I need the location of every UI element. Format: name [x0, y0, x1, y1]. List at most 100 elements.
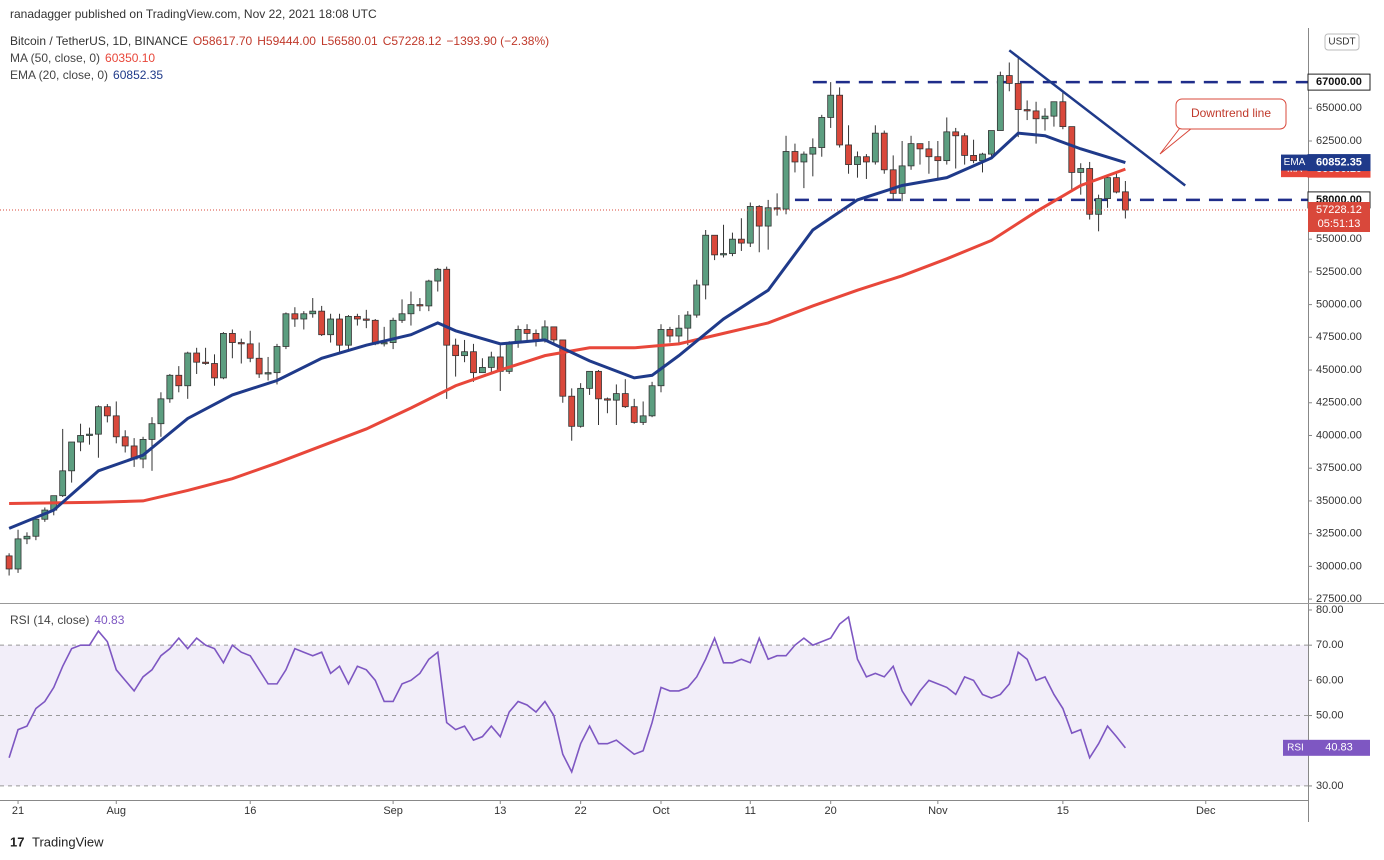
- candle-body: [282, 313, 290, 347]
- candle-body: [193, 352, 201, 363]
- indicator-badge-bg: [1307, 154, 1371, 172]
- indicator-value: 60350.10: [105, 51, 155, 65]
- candle-body: [14, 538, 22, 570]
- candle-body: [345, 315, 352, 346]
- candle-body: [648, 385, 656, 417]
- rsi-tag-bg: [1283, 739, 1308, 756]
- candle-body: [211, 363, 218, 379]
- candle-body: [461, 351, 468, 357]
- candle-body: [157, 398, 165, 425]
- y-tick-label: 50000.00: [1316, 299, 1362, 311]
- candle-body: [782, 151, 790, 210]
- rsi-badge: 40.83: [1325, 742, 1353, 754]
- x-tick-label: 16: [244, 805, 256, 817]
- candle-body: [702, 234, 710, 286]
- candle-body: [353, 315, 361, 320]
- candle-body: [1086, 168, 1094, 215]
- candle-body: [898, 165, 906, 194]
- indicator-badge: 60852.35: [1316, 156, 1362, 168]
- candle-body: [1059, 101, 1067, 128]
- y-tick-label: 35000.00: [1316, 495, 1362, 507]
- y-tick-label: 70.00: [1316, 639, 1344, 651]
- candle-body: [523, 329, 531, 334]
- candle-body: [514, 329, 522, 343]
- rsi-label: RSI (14, close): [10, 613, 89, 627]
- candle-body: [371, 319, 379, 345]
- y-tick-label: 60.00: [1316, 674, 1344, 686]
- candle-body: [863, 156, 870, 163]
- candle-body: [737, 238, 745, 244]
- price-pane: [0, 55, 1308, 576]
- candle-body: [880, 132, 888, 171]
- candle-body: [103, 406, 111, 417]
- candle-body: [479, 367, 486, 374]
- candle-body: [773, 207, 781, 210]
- candle-body: [907, 143, 915, 167]
- x-tick-label: 15: [1057, 805, 1069, 817]
- candle-body: [309, 310, 317, 315]
- candle-body: [1104, 177, 1111, 199]
- candle-body: [1014, 83, 1022, 110]
- candle-body: [1041, 115, 1049, 120]
- legend-close: C57228.12: [383, 34, 442, 48]
- candle-body: [362, 318, 370, 321]
- legend-low: L56580.01: [321, 34, 378, 48]
- candle-body: [809, 147, 817, 155]
- indicator-label: MA (50, close, 0): [10, 51, 100, 65]
- candle-body: [559, 339, 567, 397]
- candle-body: [577, 387, 585, 427]
- candle-body: [666, 329, 674, 337]
- logo-mark: 17: [10, 834, 24, 849]
- candle-body: [77, 435, 84, 443]
- candle-body: [675, 327, 683, 337]
- candle-body: [532, 332, 540, 341]
- candle-body: [407, 304, 415, 315]
- candle-body: [59, 470, 67, 497]
- level-badge: 67000.00: [1316, 76, 1362, 88]
- candle-body: [764, 207, 772, 227]
- candle-body: [836, 94, 844, 146]
- candle-body: [68, 441, 76, 472]
- candle-body: [202, 361, 209, 364]
- candle-body: [586, 370, 593, 389]
- candle-body: [827, 94, 835, 118]
- y-tick-label: 45000.00: [1316, 364, 1362, 376]
- x-tick-label: 22: [575, 805, 587, 817]
- y-tick-label: 65000.00: [1316, 102, 1362, 114]
- y-tick-label: 30000.00: [1316, 560, 1362, 572]
- candle-body: [139, 439, 147, 460]
- level-badge-bg: [1307, 73, 1371, 91]
- x-tick-label: Nov: [928, 805, 948, 817]
- last-price: 57228.12: [1316, 204, 1362, 216]
- candle-body: [755, 206, 763, 227]
- indicator-line: [8, 131, 1126, 530]
- legend-high: H59444.00: [257, 34, 316, 48]
- rsi-line: [8, 615, 1127, 774]
- candle-body: [550, 326, 558, 341]
- candle-body: [970, 155, 977, 162]
- currency-badge: [1324, 33, 1360, 51]
- candle-body: [604, 398, 611, 401]
- candle-body: [389, 319, 397, 343]
- candle-body: [693, 284, 701, 316]
- candle-body: [237, 342, 245, 345]
- candle-body: [184, 352, 192, 387]
- candle-body: [1095, 198, 1102, 215]
- y-tick-label: 40000.00: [1316, 429, 1362, 441]
- candle-body: [568, 395, 576, 427]
- candle-body: [255, 357, 263, 375]
- candle-body: [1032, 110, 1040, 120]
- candle-body: [175, 374, 183, 387]
- x-tick-label: 11: [745, 805, 756, 817]
- candle-body: [943, 131, 951, 162]
- candle-body: [818, 117, 826, 148]
- candle-body: [452, 344, 460, 357]
- symbol: Bitcoin / TetherUS, 1D, BINANCE: [10, 34, 188, 48]
- candle-body: [711, 234, 718, 256]
- candle-body: [871, 132, 879, 163]
- candle-body: [541, 326, 549, 341]
- y-tick-label: 32500.00: [1316, 528, 1362, 540]
